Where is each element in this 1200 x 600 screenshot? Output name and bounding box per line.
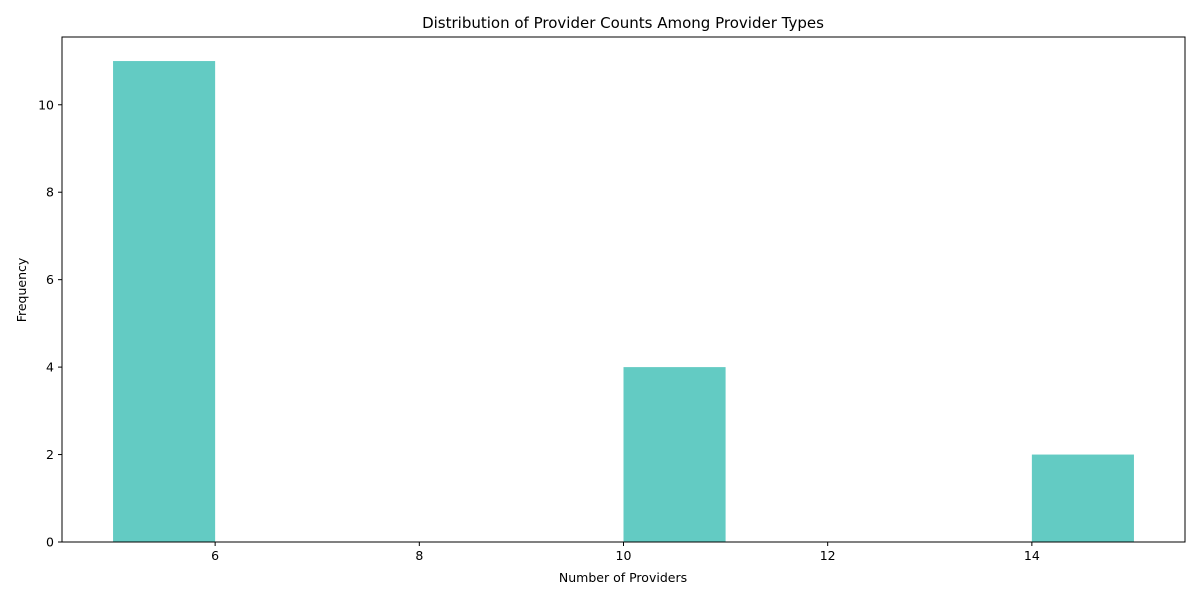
y-tick-label-1: 2: [46, 447, 54, 462]
x-tick-label-2: 10: [616, 548, 632, 563]
histogram-bar-1: [623, 367, 726, 542]
chart-title: Distribution of Provider Counts Among Pr…: [422, 14, 824, 32]
y-axis-ticks: 0 2 4 6 8 10: [38, 97, 62, 550]
y-tick-label-5: 10: [38, 97, 54, 112]
x-axis-ticks: 6 8 10 12 14: [211, 542, 1040, 563]
x-axis-label: Number of Providers: [559, 570, 687, 585]
x-tick-label-1: 8: [415, 548, 423, 563]
y-tick-label-2: 4: [46, 360, 54, 375]
x-tick-label-4: 14: [1024, 548, 1040, 563]
y-tick-label-0: 0: [46, 535, 54, 550]
bars-group: [113, 61, 1134, 543]
y-tick-label-4: 8: [46, 185, 54, 200]
histogram-bar-2: [1031, 454, 1134, 542]
x-tick-label-0: 6: [211, 548, 219, 563]
x-tick-label-3: 12: [820, 548, 836, 563]
y-tick-label-3: 6: [46, 272, 54, 287]
y-axis-label: Frequency: [14, 257, 29, 322]
histogram-bar-0: [113, 61, 216, 543]
